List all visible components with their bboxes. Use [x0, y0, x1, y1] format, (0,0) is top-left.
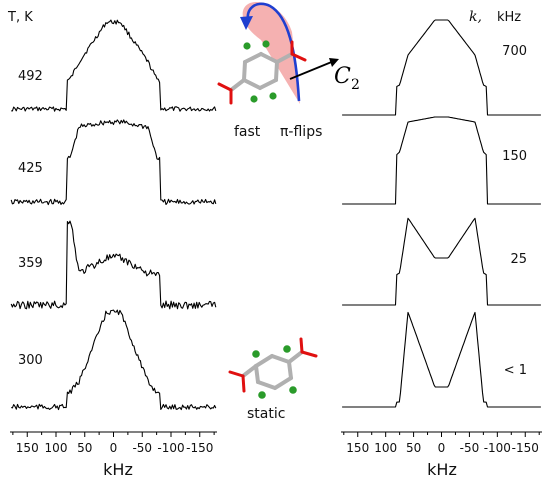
c2-axis-line	[289, 60, 335, 80]
right-series-label-lt1: < 1	[504, 363, 527, 378]
c2-label: C	[334, 64, 351, 89]
left-series-label-359: 359	[18, 256, 43, 271]
molecule-oxygens-top	[217, 40, 307, 105]
x-tick-label: 0	[110, 441, 118, 455]
left-series-label-492: 492	[18, 69, 43, 84]
molecule-bonds-top	[229, 52, 294, 92]
spectrum-line-425	[10, 119, 217, 206]
fast-label: fast	[234, 124, 261, 140]
left-header: T, K	[7, 10, 33, 25]
left-x-axis-title: kHz	[103, 460, 133, 479]
static-molecule: static	[228, 337, 318, 422]
left-x-ticks: 150 100 50 0 -50 -100 -150	[12, 432, 215, 455]
right-panel: k, kHz 700 150 25 < 1 150 100 50 0 -50 -100 -1…	[341, 9, 542, 479]
right-x-axis-title: kHz	[427, 460, 457, 479]
right-x-ticks: 150 100 50 0 -50 -100 -150	[343, 432, 540, 455]
x-tick-label: -50	[132, 441, 152, 455]
right-series-label-25: 25	[510, 252, 527, 267]
pi-flips-label: π-flips	[280, 124, 322, 140]
spectrum-line-25	[342, 217, 541, 306]
c2-subscript: 2	[351, 77, 360, 93]
rotation-arrowhead	[240, 16, 253, 30]
right-series-label-150: 150	[502, 149, 527, 164]
x-tick-label: -100	[157, 441, 184, 455]
x-tick-label: 0	[438, 441, 446, 455]
x-tick-label: 150	[346, 441, 369, 455]
x-tick-label: 50	[406, 441, 421, 455]
right-header: kHz	[497, 10, 521, 25]
static-label: static	[247, 406, 285, 422]
x-tick-label: -150	[186, 441, 213, 455]
x-tick-label: 100	[374, 441, 397, 455]
spectrum-line-700	[342, 19, 541, 116]
spectrum-line-lt1	[342, 311, 541, 408]
x-tick-label: -100	[484, 441, 511, 455]
left-series-label-300: 300	[18, 353, 43, 368]
right-series-label-700: 700	[502, 44, 527, 59]
right-header-italic: k,	[469, 9, 482, 25]
c2-axis-arrowhead	[329, 58, 339, 67]
molecule-hydrogens-top	[243, 40, 277, 103]
left-series-label-425: 425	[18, 161, 43, 176]
molecule-bonds-bottom	[241, 350, 304, 390]
molecule-oxygens-bottom	[228, 337, 318, 393]
molecule-hydrogens-bottom	[252, 345, 297, 399]
spectrum-line-150	[342, 116, 541, 205]
spectrum-line-300	[11, 309, 217, 411]
x-tick-label: -50	[460, 441, 480, 455]
rotation-arrow	[246, 2, 301, 102]
x-tick-label: -150	[512, 441, 539, 455]
flipping-molecule: C 2 fast π-flips	[217, 1, 360, 140]
spectrum-line-492	[11, 19, 217, 112]
x-tick-label: 50	[77, 441, 92, 455]
x-tick-label: 150	[16, 441, 39, 455]
x-tick-label: 100	[45, 441, 68, 455]
spectrum-line-359	[10, 220, 217, 310]
left-panel: T, K 492 425 359 300 150 100 50 0 -50 -100 -15…	[7, 10, 217, 479]
